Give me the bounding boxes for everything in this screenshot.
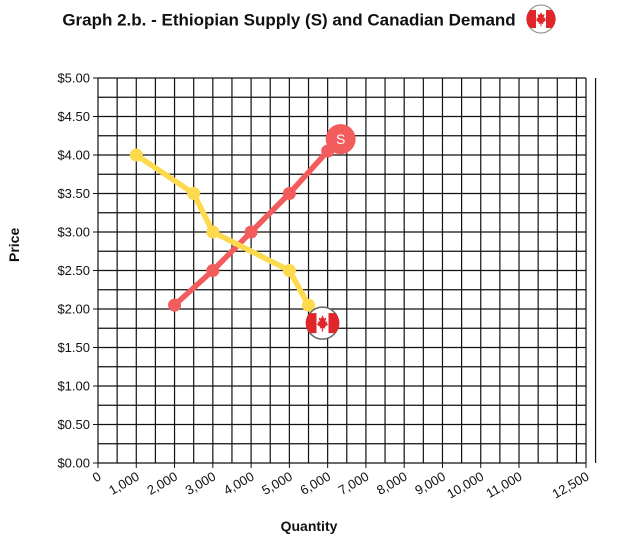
y-tick-label: $3.50 — [57, 186, 90, 201]
y-axis-label: Price — [6, 227, 22, 262]
demand-point — [206, 225, 220, 239]
demand-line — [133, 152, 312, 308]
grid-major — [98, 77, 586, 464]
x-tick-label: 8,000 — [374, 469, 410, 498]
x-tick-label: 2,000 — [144, 469, 180, 498]
supply-point — [244, 225, 258, 239]
x-tick-label: 6,000 — [297, 469, 333, 498]
y-tick-label: $4.50 — [57, 109, 90, 124]
canada-flag-icon — [526, 4, 556, 34]
x-tick-label: 1,000 — [106, 469, 142, 498]
x-tick-label: 0 — [90, 469, 104, 486]
flag-left-band — [305, 313, 317, 334]
x-tick-label: 10,000 — [444, 469, 486, 502]
demand-point — [187, 187, 201, 200]
supply-end-marker — [325, 124, 356, 155]
x-axis-ticks: 0 1,000 2,000 3,000 4,000 5,000 6,000 7,000 8,00… — [90, 463, 592, 501]
y-tick-label: $0.00 — [57, 456, 90, 471]
y-tick-label: $4.00 — [57, 148, 90, 163]
supply-point — [282, 187, 296, 200]
x-tick-label: 9,000 — [412, 469, 448, 498]
x-tick-label: 11,000 — [483, 469, 524, 501]
flag-right-band — [328, 313, 340, 334]
chart-title-text: Graph 2.b. - Ethiopian Supply (S) and Ca… — [62, 10, 516, 30]
x-tick-label: 12,500 — [550, 469, 592, 502]
x-tick-label: 5,000 — [259, 469, 295, 498]
supply-point — [168, 298, 182, 312]
x-tick-label: 4,000 — [221, 469, 257, 498]
supply-end-label: S — [336, 131, 345, 147]
y-tick-label: $1.00 — [57, 379, 90, 394]
y-tick-label: $2.50 — [57, 263, 90, 278]
series-layer: S — [129, 124, 356, 340]
demand-point — [282, 264, 296, 277]
supply-point — [206, 264, 220, 277]
y-tick-label: $3.00 — [57, 225, 90, 240]
y-tick-label: $0.50 — [57, 417, 90, 432]
canada-flag-icon — [305, 306, 340, 340]
demand-point — [129, 148, 143, 162]
x-tick-label: 3,000 — [183, 469, 219, 498]
y-tick-label: $2.00 — [57, 302, 90, 317]
chart-title: Graph 2.b. - Ethiopian Supply (S) and Ca… — [0, 4, 618, 34]
flag-maple-leaf — [316, 315, 329, 332]
y-axis-ticks: $0.00 $0.50 $1.00 $1.50 $2.00 $2.50 $3.00 $3.50… — [57, 71, 98, 471]
y-tick-label: $5.00 — [57, 71, 90, 86]
y-tick-label: $1.50 — [57, 340, 90, 355]
demand-point — [302, 298, 316, 312]
x-tick-label: 7,000 — [336, 469, 372, 498]
x-axis-label: Quantity — [280, 518, 338, 534]
